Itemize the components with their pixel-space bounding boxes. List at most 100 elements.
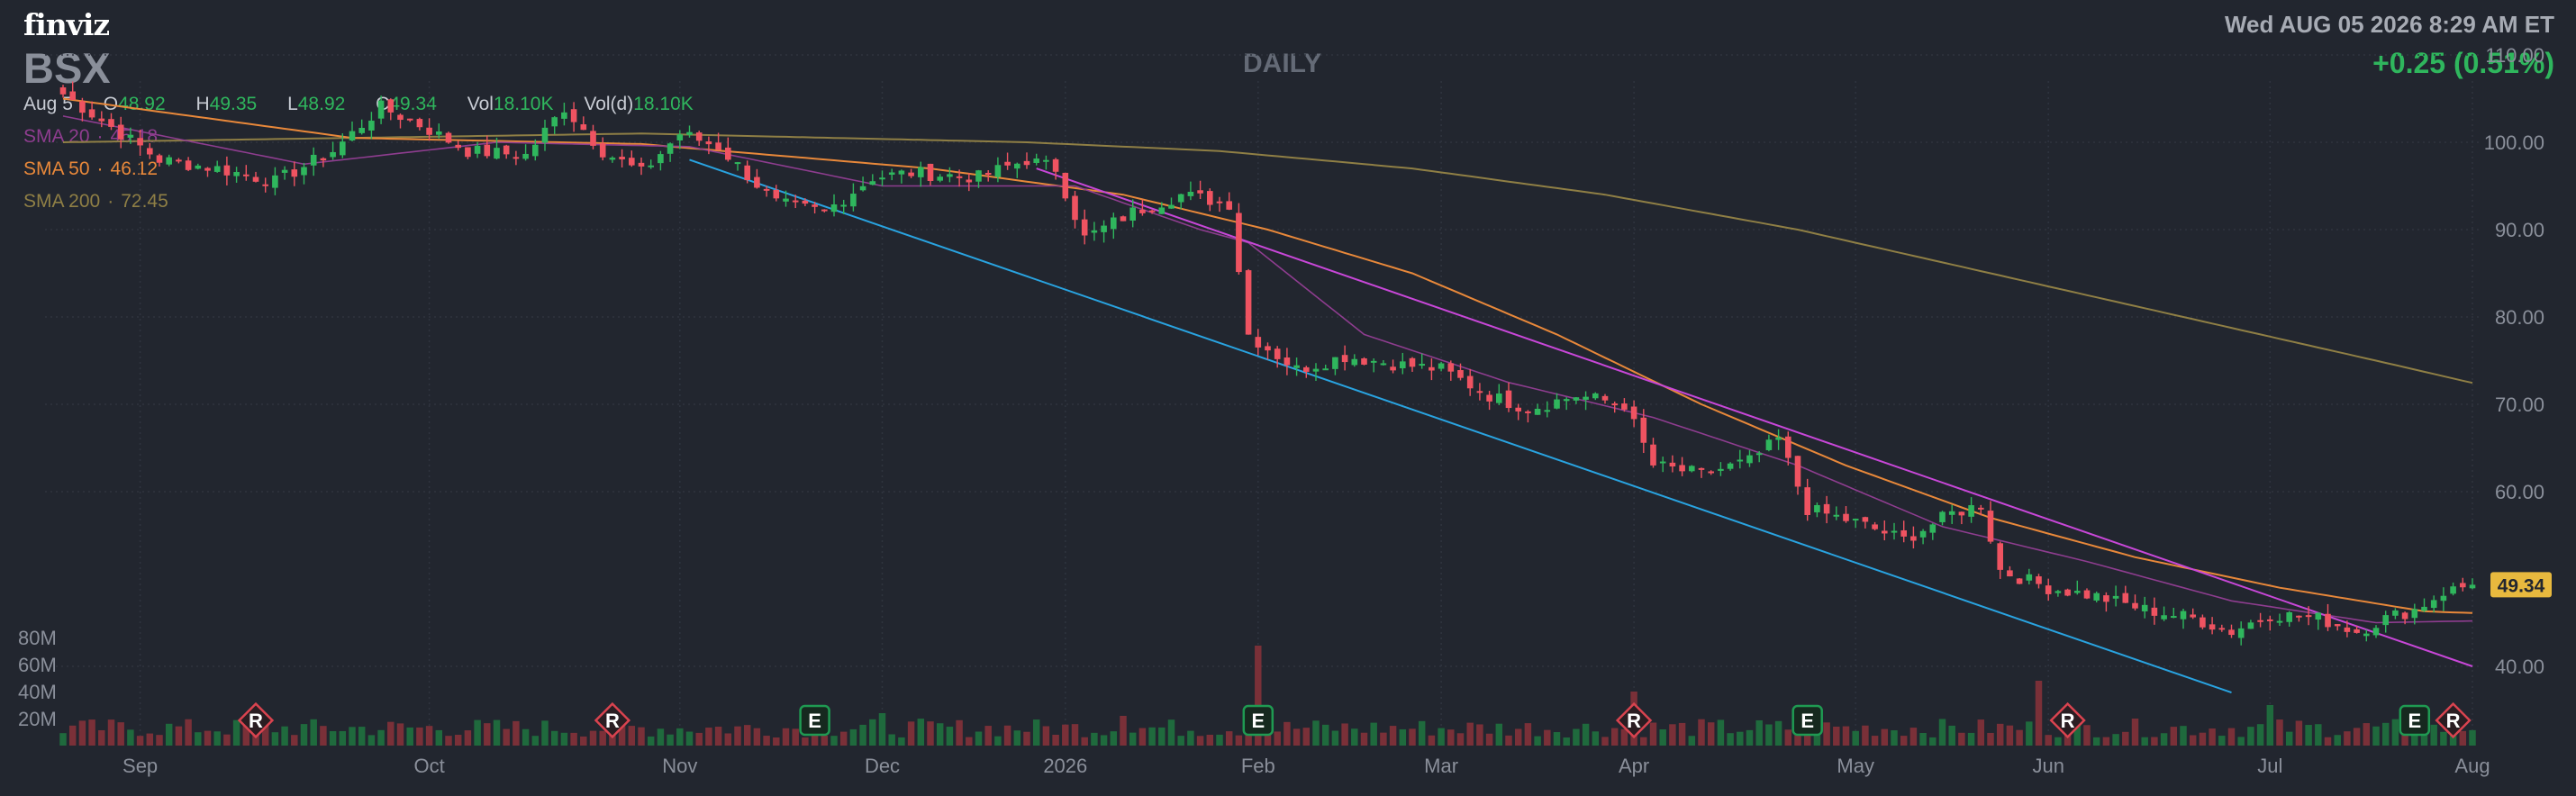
candle-body <box>272 175 278 188</box>
volume-bar <box>1148 727 1156 746</box>
candle-body <box>426 127 432 135</box>
candle-body <box>1814 504 1820 512</box>
candle-body <box>195 165 202 169</box>
candle-body <box>1457 369 1464 378</box>
volume-bar <box>2227 728 2236 746</box>
candle-body <box>1023 160 1030 166</box>
volume-bar <box>2045 735 2052 746</box>
volume-bar <box>2199 732 2207 746</box>
volume-bar <box>1167 719 1175 746</box>
volume-bar <box>1958 732 1965 746</box>
candle-body <box>1351 358 1358 366</box>
volume-bar <box>146 733 154 746</box>
candle-body <box>1872 524 1878 529</box>
candle-body <box>1091 230 1098 233</box>
candle-body <box>1765 439 1773 450</box>
volume-bar <box>2391 719 2399 746</box>
marker-label: R <box>1627 710 1641 732</box>
marker-label: E <box>808 710 821 732</box>
volume-bar <box>782 728 790 746</box>
volume-bar <box>1052 734 1059 746</box>
open-label: O <box>103 94 119 114</box>
volume-bar <box>550 730 558 746</box>
legend-sma50-value: 46.12 <box>110 158 159 179</box>
volume-bar <box>2315 724 2322 746</box>
marker-label: E <box>2408 710 2421 732</box>
volume-bar <box>1380 732 1387 746</box>
candle-body <box>2218 628 2226 630</box>
volume-value: 18.10K <box>493 94 554 114</box>
volume-bar <box>1495 723 1503 746</box>
candle-body <box>898 170 905 175</box>
volume-bar <box>484 723 491 746</box>
candle-body <box>2247 622 2254 629</box>
candle-body <box>1004 161 1011 166</box>
candle-body <box>1380 363 1387 366</box>
candle-body <box>127 134 134 138</box>
volume-bar <box>98 729 105 746</box>
marker-label: E <box>1800 710 1814 732</box>
volume-bar <box>223 734 231 746</box>
candle-body <box>465 147 471 158</box>
volume-bar <box>1919 732 1927 746</box>
candle-body <box>2296 615 2302 618</box>
x-tick-label: Mar <box>1424 755 1458 777</box>
candle-body <box>1245 270 1252 335</box>
candle-body <box>1544 410 1551 412</box>
candle-body <box>1206 191 1213 205</box>
candle-body <box>1833 514 1840 517</box>
candle-body <box>1659 461 1666 464</box>
candle-body <box>2112 595 2119 599</box>
timeframe-label[interactable]: DAILY <box>1243 49 1322 78</box>
volume-bar <box>1688 736 1696 746</box>
volume-bar <box>1177 736 1184 746</box>
marker-shape <box>2399 704 2431 737</box>
finviz-logo[interactable]: finviz <box>23 7 110 42</box>
candle-body <box>1534 408 1541 415</box>
volume-tick-label: 40M <box>18 681 57 703</box>
candle-body <box>917 167 924 177</box>
volume-bar <box>1091 732 1098 746</box>
volume-bar <box>2247 727 2254 746</box>
candle-body <box>1939 511 1946 522</box>
candle-body <box>1139 209 1146 213</box>
legend-sma200[interactable]: SMA 200 · 72.45 <box>23 191 168 212</box>
candle-body <box>1216 201 1223 204</box>
volume-bar <box>1881 728 1889 746</box>
y-tick-label: 40.00 <box>2495 656 2544 678</box>
low-value: 48.92 <box>297 94 346 114</box>
volume-bar <box>936 723 944 746</box>
candle-body <box>850 194 857 207</box>
volume-bar <box>2170 727 2178 746</box>
legend-sma50[interactable]: SMA 50 · 46.12 <box>23 158 159 179</box>
volume-bar <box>1563 737 1570 746</box>
volume-bar <box>213 731 221 746</box>
volume-bar <box>68 725 77 746</box>
volume-bar <box>1274 731 1281 746</box>
ticker-symbol: BSX <box>23 44 111 92</box>
candle-body <box>1573 397 1580 401</box>
candle-body <box>947 174 953 177</box>
candle-body <box>580 124 587 131</box>
volume-bar <box>512 720 520 746</box>
candle-body <box>1322 368 1329 371</box>
volume-bar <box>1389 726 1397 746</box>
x-tick-label: May <box>1837 755 1874 777</box>
candle-body <box>1727 463 1734 469</box>
candle-body <box>320 158 327 161</box>
candle-body <box>1466 375 1474 389</box>
candle-body <box>812 204 818 207</box>
candle-body <box>927 163 934 181</box>
marker-shape <box>1791 704 1823 737</box>
volume-bar <box>1100 735 1108 746</box>
candle-body <box>406 118 413 121</box>
volume-bar <box>2016 729 2023 746</box>
volume-bar <box>2160 733 2168 746</box>
candle-body <box>1302 366 1310 372</box>
candle-body <box>1438 363 1445 369</box>
x-tick-label: Sep <box>122 755 158 777</box>
volume-bar <box>204 730 212 746</box>
candle-body <box>1640 417 1647 443</box>
candle-body <box>435 131 442 135</box>
